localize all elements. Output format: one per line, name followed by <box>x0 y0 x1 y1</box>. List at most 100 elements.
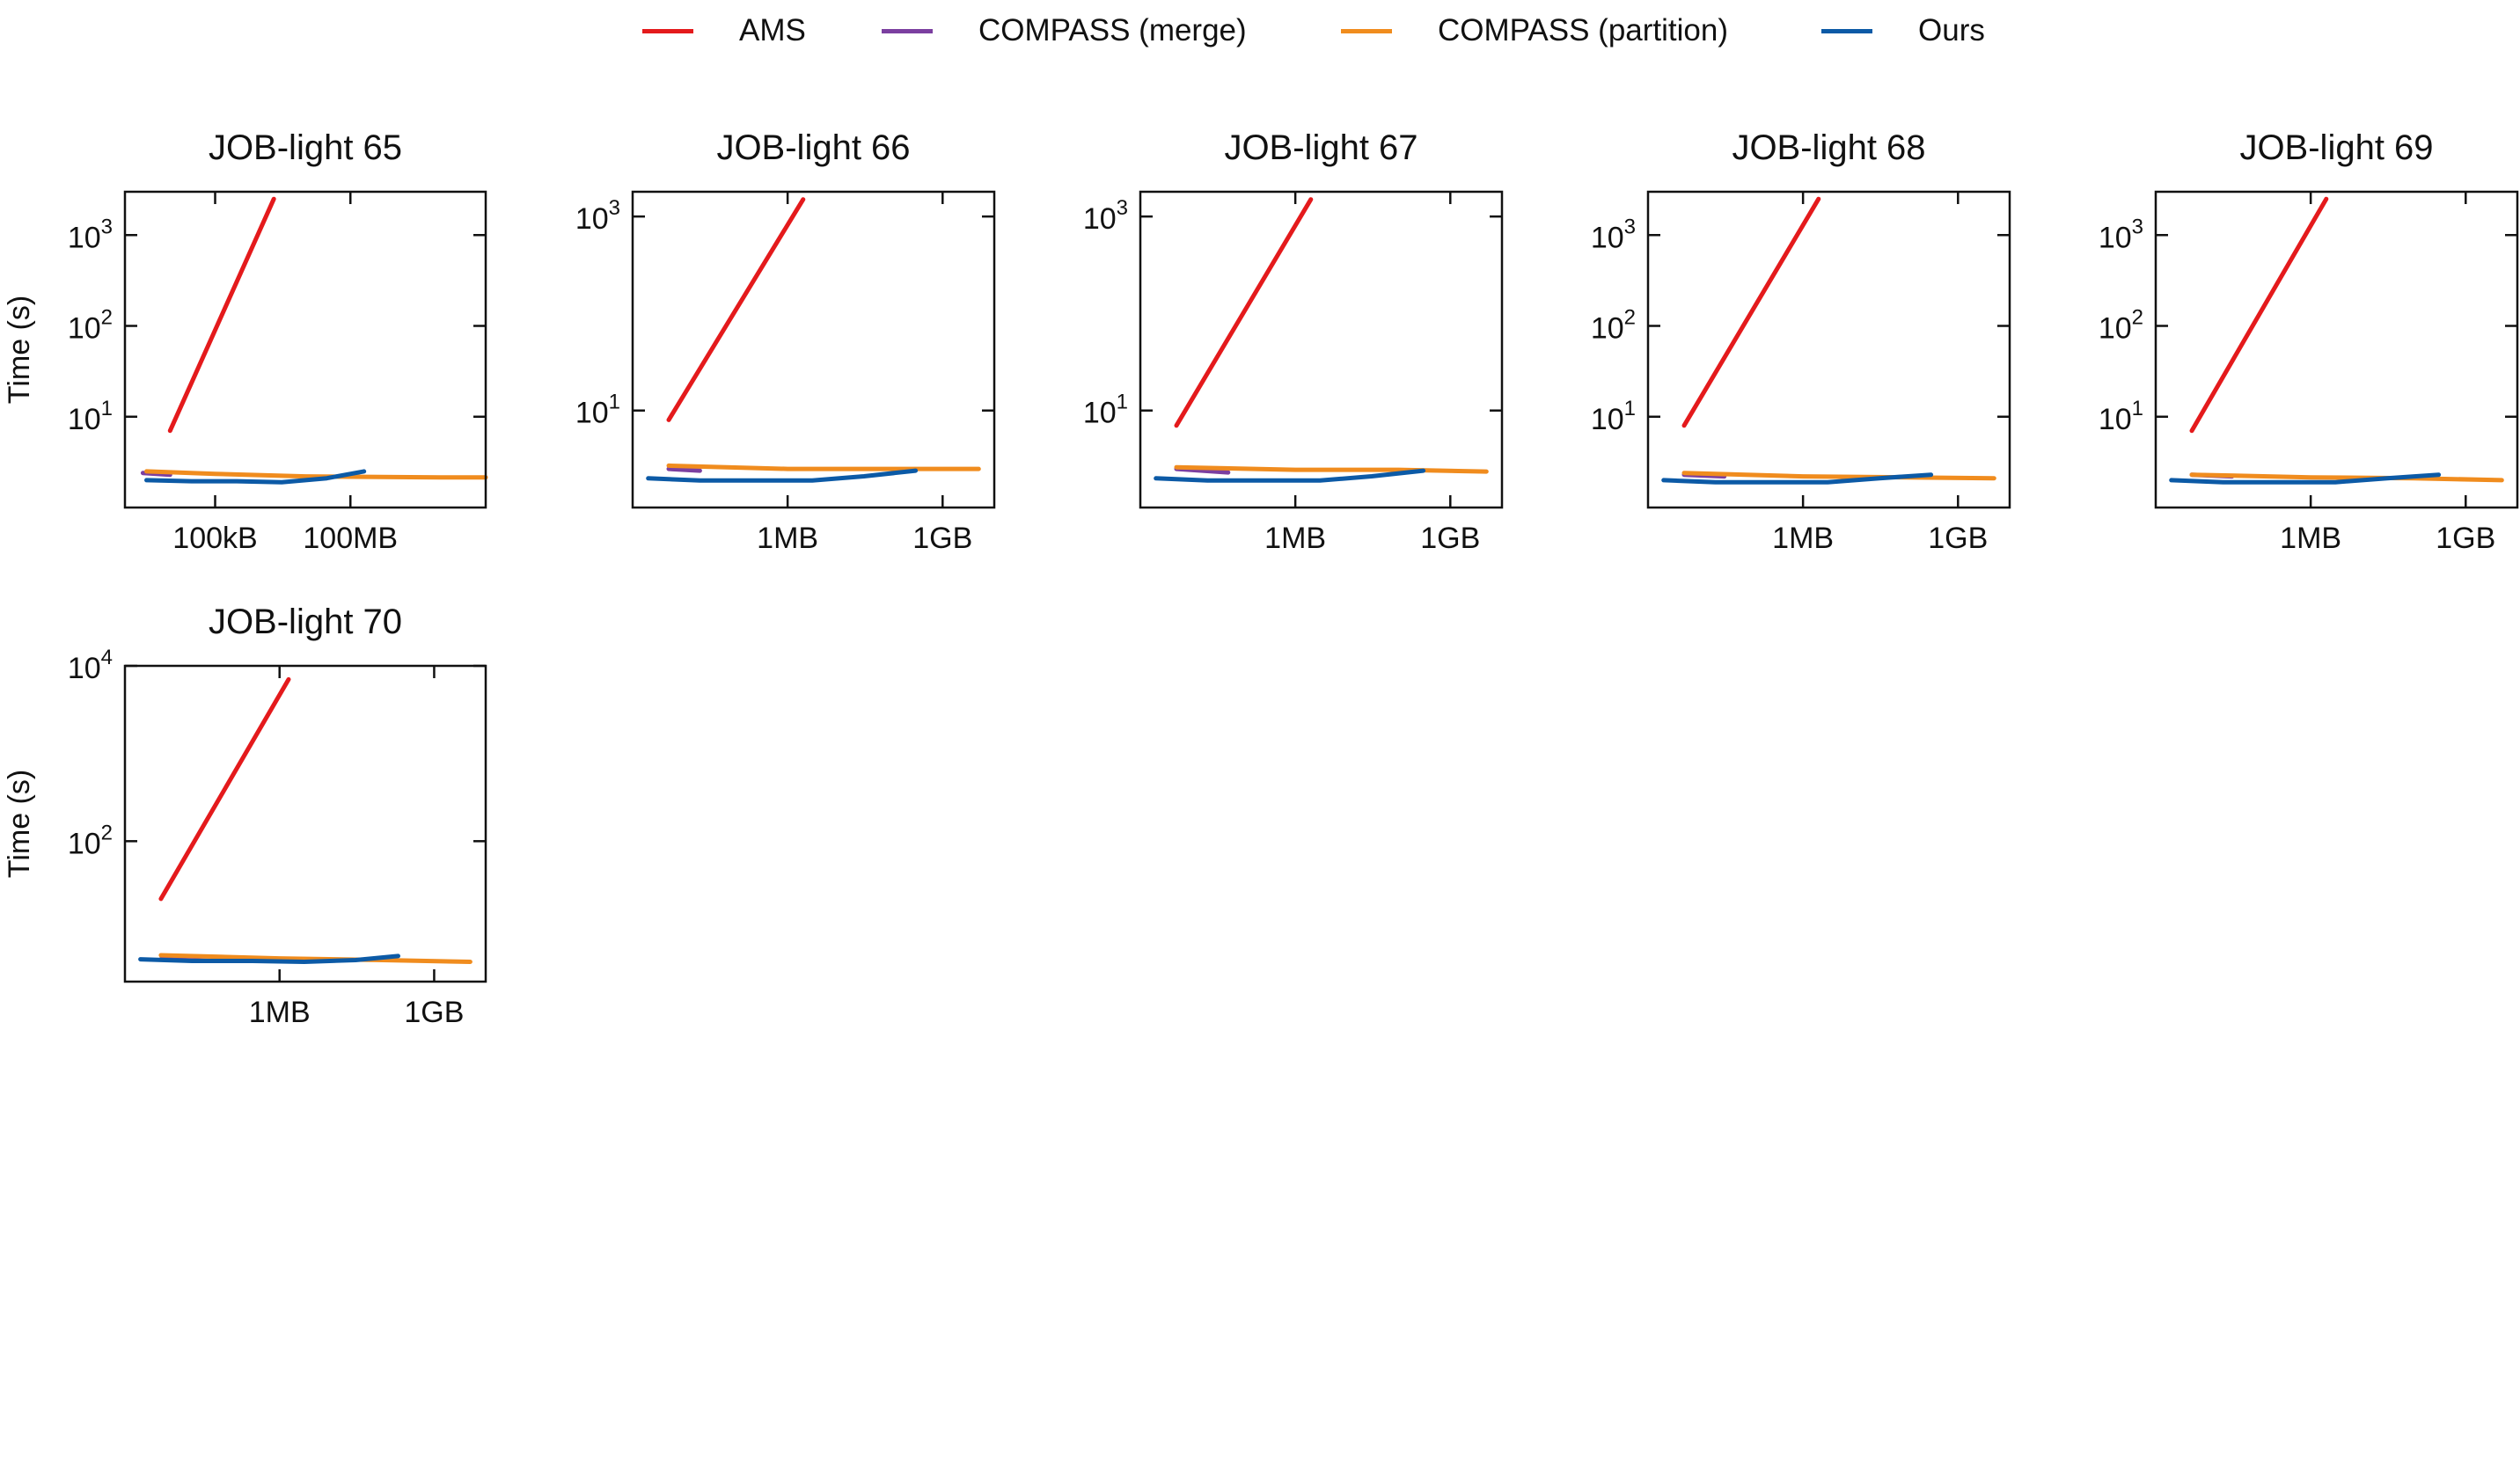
y-tick-label-exponent: 2 <box>2132 306 2143 330</box>
x-tick-label: 1MB <box>1264 522 1326 555</box>
legend-label-ours: Ours <box>1918 13 1985 47</box>
x-tick-label: 1MB <box>757 522 818 555</box>
panel-title: JOB-light 69 <box>2239 128 2433 167</box>
y-tick-label: 103 <box>2099 215 2143 254</box>
x-tick-label: 1MB <box>1772 522 1834 555</box>
y-tick-label-base: 10 <box>1591 312 1624 346</box>
y-tick-label-base: 10 <box>2099 221 2132 254</box>
y-tick-label: 103 <box>575 196 620 236</box>
x-tick-label: 1GB <box>1928 522 1988 555</box>
plot-frame <box>1139 190 1504 509</box>
y-tick-label: 102 <box>68 821 113 860</box>
y-tick-label-base: 10 <box>1083 202 1117 236</box>
x-tick-label: 1MB <box>2280 522 2341 555</box>
y-tick-label: 101 <box>2099 397 2143 436</box>
y-tick-label-exponent: 2 <box>1624 306 1636 330</box>
y-tick-label: 103 <box>1591 215 1636 254</box>
y-tick-label-exponent: 3 <box>101 215 113 238</box>
y-tick-label-exponent: 1 <box>101 397 113 420</box>
x-tick-label: 100MB <box>303 522 398 555</box>
x-tick-label: 1GB <box>912 522 972 555</box>
y-tick-label-base: 10 <box>575 397 609 430</box>
panel-title: JOB-light 66 <box>716 128 910 167</box>
x-tick-label: 1GB <box>404 996 464 1029</box>
y-tick-label: 102 <box>68 306 113 346</box>
y-tick-label-base: 10 <box>1591 403 1624 436</box>
y-tick-label-base: 10 <box>2099 312 2132 346</box>
series-line-ams <box>666 197 806 422</box>
y-tick-label-exponent: 3 <box>2132 215 2143 238</box>
y-tick-label: 101 <box>575 391 620 430</box>
panel-title: JOB-light 68 <box>1732 128 1925 167</box>
y-tick-label-base: 10 <box>68 312 101 346</box>
y-axis-label: Time (s) <box>3 770 36 878</box>
plot-frame <box>123 664 487 983</box>
x-tick-label: 1GB <box>2436 522 2495 555</box>
y-tick-label-exponent: 1 <box>1624 397 1636 420</box>
series-line-compass-partition <box>2189 472 2504 483</box>
y-tick-label: 104 <box>68 646 113 685</box>
y-tick-label-base: 10 <box>68 221 101 254</box>
legend-item-compass-partition[interactable]: COMPASS (partition) <box>1341 9 1728 53</box>
y-tick-label-exponent: 2 <box>101 306 113 330</box>
y-tick-label-base: 10 <box>1591 221 1624 254</box>
series-line-ours <box>144 469 367 485</box>
series-line-compass-partition <box>144 469 488 480</box>
y-tick-label: 102 <box>2099 306 2143 346</box>
plot-frame <box>2154 190 2519 509</box>
plot-frame <box>631 190 996 509</box>
y-axis-label: Time (s) <box>3 296 36 404</box>
legend-label-ams: AMS <box>739 13 806 47</box>
y-tick-label: 102 <box>1591 306 1636 346</box>
series-line-ams <box>1174 197 1314 428</box>
y-tick-label: 101 <box>68 397 113 436</box>
y-tick-label-exponent: 2 <box>101 821 113 844</box>
y-tick-label-exponent: 1 <box>609 391 620 414</box>
y-tick-label-base: 10 <box>2099 403 2132 436</box>
x-tick-label: 1MB <box>249 996 311 1029</box>
y-tick-label-exponent: 1 <box>2132 397 2143 420</box>
panel-title: JOB-light 70 <box>209 603 402 641</box>
x-tick-label: 100kB <box>172 522 257 555</box>
y-tick-label-base: 10 <box>68 652 101 685</box>
plot-frame <box>1646 190 2011 509</box>
series-line-compass-merge <box>666 466 702 473</box>
y-tick-label-base: 10 <box>575 202 609 236</box>
legend-swatch-compass-partition <box>1341 28 1392 33</box>
y-tick-label-base: 10 <box>1083 397 1117 430</box>
plot-frame <box>123 190 487 509</box>
series-line-ours <box>1154 468 1426 483</box>
legend-item-ams[interactable]: AMS <box>642 9 806 53</box>
legend-swatch-ams <box>642 28 693 33</box>
legend-swatch-ours <box>1821 28 1872 33</box>
y-tick-label-base: 10 <box>68 403 101 436</box>
series-line-ams <box>167 196 276 434</box>
y-tick-label-exponent: 1 <box>1117 391 1128 414</box>
series-line-compass-partition <box>666 463 981 471</box>
series-line-compass-partition <box>1681 471 1996 481</box>
y-tick-label: 103 <box>1083 196 1128 236</box>
y-tick-label: 103 <box>68 215 113 254</box>
series-line-ams <box>2189 196 2329 434</box>
legend-label-compass-merge: COMPASS (merge) <box>978 13 1247 47</box>
y-tick-label-exponent: 3 <box>1117 196 1128 220</box>
y-tick-label: 101 <box>1083 391 1128 430</box>
panel-title: JOB-light 67 <box>1224 128 1418 167</box>
y-tick-label-exponent: 4 <box>101 646 113 669</box>
y-tick-label-base: 10 <box>68 827 101 860</box>
y-tick-label: 101 <box>1591 397 1636 436</box>
legend-label-compass-partition: COMPASS (partition) <box>1438 13 1728 47</box>
series-line-ams <box>1681 196 1821 428</box>
series-line-ours <box>2169 472 2442 485</box>
legend-item-compass-merge[interactable]: COMPASS (merge) <box>882 9 1247 53</box>
x-tick-label: 1GB <box>1420 522 1480 555</box>
series-line-ams <box>158 676 291 902</box>
legend-item-ours[interactable]: Ours <box>1821 9 1985 53</box>
series-line-compass-partition <box>1174 464 1489 474</box>
series-line-ours <box>646 468 919 483</box>
